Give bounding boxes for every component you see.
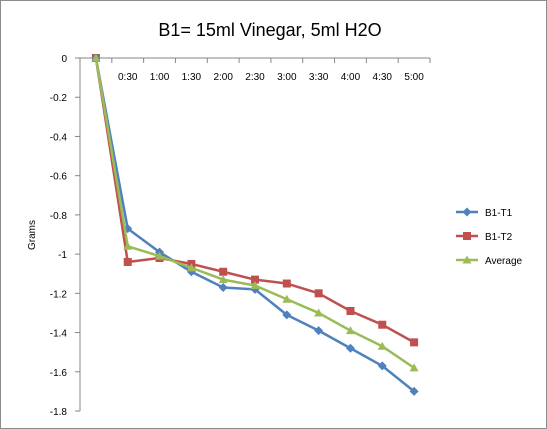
data-point-average <box>250 280 260 289</box>
series-line-average <box>94 57 415 369</box>
data-point-b1-t2 <box>123 257 132 266</box>
data-point-average <box>314 308 324 317</box>
x-tick-label: 0:30 <box>118 72 138 83</box>
data-point-b1-t1 <box>409 386 419 396</box>
y-tick-label: -1.6 <box>50 368 68 379</box>
x-tick-label: 3:00 <box>277 72 297 83</box>
x-tick-label: 5:00 <box>404 72 424 83</box>
data-point-b1-t2 <box>251 275 259 284</box>
legend-label-b1-t2: B1-T2 <box>485 232 513 243</box>
legend-marker-b1-t2 <box>463 232 471 240</box>
data-point-b1-t2 <box>219 267 228 276</box>
data-point-b1-t1 <box>282 310 292 320</box>
data-point-average <box>186 263 196 272</box>
chart-title: B1= 15ml Vinegar, 5ml H2O <box>158 20 381 40</box>
data-point-b1-t2 <box>346 306 355 315</box>
x-tick-label: 3:30 <box>309 72 329 83</box>
y-axis-label: Grams <box>27 220 38 250</box>
plot-area: 0 -0.2 -0.4 -0.6 -0.8 -1 -1.2 -1.4 -1.6 -1.8 0:30 1… <box>50 53 431 418</box>
data-point-average <box>155 251 165 260</box>
x-tick-label: 4:00 <box>341 72 361 83</box>
data-point-average <box>282 294 292 303</box>
x-tick-label: 4:30 <box>373 72 393 83</box>
series-line-b1-t2 <box>94 57 415 344</box>
data-point-b1-t2 <box>314 289 323 298</box>
data-point-b1-t2 <box>410 338 419 347</box>
y-tick-label: -0.2 <box>50 93 68 104</box>
y-tick-label: -1.8 <box>50 407 68 418</box>
y-tick-label: 0 <box>61 54 67 65</box>
x-tick-label: 2:30 <box>245 72 265 83</box>
data-point-b1-t1 <box>218 282 228 292</box>
legend: B1-T1 B1-T2 Average <box>456 207 523 267</box>
y-tick-label: -1 <box>58 250 67 261</box>
data-point-b1-t1 <box>314 326 324 336</box>
x-tick-label: 1:30 <box>182 72 202 83</box>
data-point-b1-t1 <box>345 343 355 353</box>
data-point-average <box>409 363 419 372</box>
legend-marker-b1-t1 <box>462 207 472 217</box>
x-tick-label: 1:00 <box>150 72 170 83</box>
x-tick-label: 2:00 <box>213 72 233 83</box>
y-tick-label: -0.8 <box>50 211 68 222</box>
y-tick-label: -1.2 <box>50 289 68 300</box>
data-point-b1-t1 <box>377 361 387 371</box>
data-point-b1-t2 <box>282 279 291 288</box>
y-tick-label: -1.4 <box>50 329 68 340</box>
data-point-average <box>91 53 101 62</box>
data-point-average <box>377 341 387 350</box>
y-tick-label: -0.6 <box>50 172 68 183</box>
legend-label-b1-t1: B1-T1 <box>485 208 513 219</box>
data-point-average <box>218 275 228 284</box>
data-point-average <box>345 326 355 335</box>
data-point-average <box>123 241 133 250</box>
series-line-b1-t1 <box>94 57 415 393</box>
legend-marker-average <box>462 255 472 264</box>
legend-label-average: Average <box>485 256 523 267</box>
data-point-b1-t2 <box>378 320 387 329</box>
y-tick-label: -0.4 <box>50 132 68 143</box>
